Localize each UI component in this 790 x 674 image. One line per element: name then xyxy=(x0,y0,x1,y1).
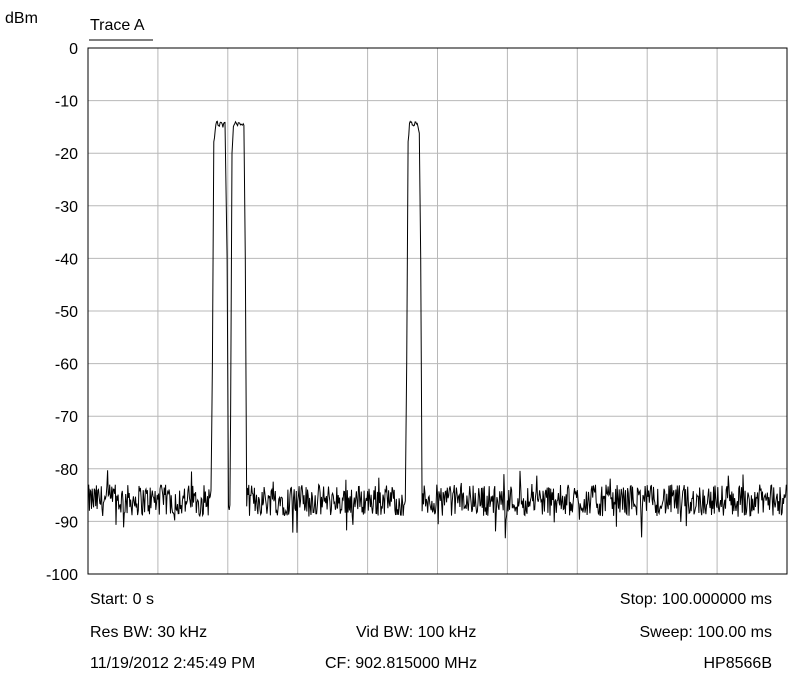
res-bw-label: Res BW: 30 kHz xyxy=(90,624,208,641)
center-frequency-label: CF: 902.815000 MHz xyxy=(325,655,478,672)
y-unit-label: dBm xyxy=(5,10,38,27)
instrument-model-label: HP8566B xyxy=(703,655,773,672)
plot-frame xyxy=(87,47,788,575)
y-tick-label: -20 xyxy=(55,146,78,163)
y-tick-label: -70 xyxy=(55,409,78,426)
grid-lines xyxy=(88,48,787,574)
legend-trace-label: Trace A xyxy=(90,17,145,34)
y-tick-label: -50 xyxy=(55,304,78,321)
vid-bw-label: Vid BW: 100 kHz xyxy=(356,624,477,641)
y-tick-label: -30 xyxy=(55,199,78,216)
y-tick-label: -100 xyxy=(46,567,78,584)
y-tick-label: -10 xyxy=(55,94,78,111)
datetime-label: 11/19/2012 2:45:49 PM xyxy=(90,655,256,672)
stop-label: Stop: 100.000000 ms xyxy=(619,591,772,608)
y-tick-labels: 0 -10 -20 -30 -40 -50 -60 -70 -80 -90 -100 xyxy=(46,41,78,584)
y-tick-label: -80 xyxy=(55,462,78,479)
y-tick-label: 0 xyxy=(69,41,78,58)
sweep-label: Sweep: 100.00 ms xyxy=(639,624,772,641)
trace-a-line xyxy=(87,120,788,539)
start-label: Start: 0 s xyxy=(90,591,155,608)
y-tick-label: -90 xyxy=(55,514,78,531)
y-tick-label: -40 xyxy=(55,251,78,268)
y-tick-label: -60 xyxy=(55,357,78,374)
